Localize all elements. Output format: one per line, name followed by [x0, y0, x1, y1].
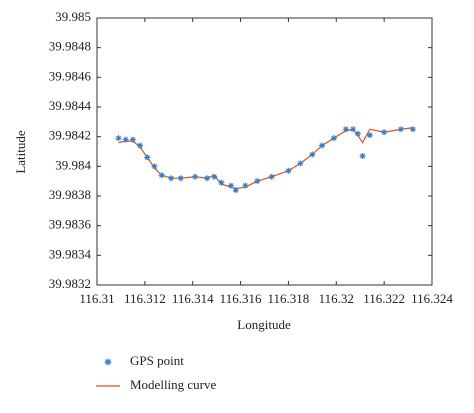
gps-point: [242, 182, 249, 189]
y-tick-label: 39.984: [55, 157, 91, 172]
gps-point: [330, 135, 337, 142]
gps-point: [122, 136, 129, 143]
y-tick-label: 39.985: [55, 9, 91, 24]
x-tick-label: 116.314: [172, 291, 214, 306]
gps-point: [144, 154, 151, 161]
gps-point: [129, 136, 136, 143]
gps-point: [177, 175, 184, 182]
gps-point: [350, 126, 357, 133]
y-tick-label: 39.9832: [49, 276, 91, 291]
gps-point: [318, 142, 325, 149]
y-axis-label: Latitude: [13, 130, 28, 174]
gps-point: [342, 126, 349, 133]
gps-point: [309, 151, 316, 158]
legend-label: Modelling curve: [130, 377, 217, 392]
y-tick-label: 39.9844: [49, 98, 92, 113]
x-axis-label: Longitude: [237, 317, 291, 332]
gps-point: [409, 126, 416, 133]
gps-point: [168, 175, 175, 182]
gps-point: [115, 135, 122, 142]
gps-point: [285, 167, 292, 174]
y-tick-label: 39.9848: [49, 39, 91, 54]
gps-point: [254, 178, 261, 185]
y-tick-label: 39.9838: [49, 187, 91, 202]
plot-frame: [96, 17, 433, 286]
gps-point: [204, 175, 211, 182]
legend-marker: [104, 358, 112, 366]
gps-point: [228, 182, 234, 189]
gps-point: [158, 172, 165, 179]
gps-point: [232, 187, 239, 194]
y-tick-label: 39.9846: [49, 68, 92, 83]
gps-point: [151, 163, 158, 170]
y-tick-label: 39.9842: [49, 128, 91, 143]
x-tick-label: 116.316: [220, 291, 262, 306]
gps-point: [137, 142, 144, 149]
legend-label: GPS point: [130, 353, 184, 368]
gps-point: [297, 160, 304, 167]
gps-point: [354, 130, 361, 137]
gps-point: [381, 129, 388, 136]
gps-point: [359, 152, 366, 159]
gps-point: [218, 179, 225, 186]
x-tick-label: 116.324: [411, 291, 453, 306]
y-tick-label: 39.9834: [49, 246, 92, 261]
x-tick-label: 116.32: [319, 291, 354, 306]
gps-point: [366, 132, 373, 139]
gps-point: [397, 126, 404, 133]
gps-point: [211, 173, 218, 180]
y-tick-label: 39.9836: [49, 217, 92, 232]
x-tick-label: 116.318: [268, 291, 310, 306]
gps-point: [192, 173, 199, 180]
x-tick-label: 116.322: [363, 291, 405, 306]
gps-point: [268, 173, 275, 180]
x-tick-label: 116.312: [124, 291, 166, 306]
x-tick-label: 116.31: [79, 291, 114, 306]
